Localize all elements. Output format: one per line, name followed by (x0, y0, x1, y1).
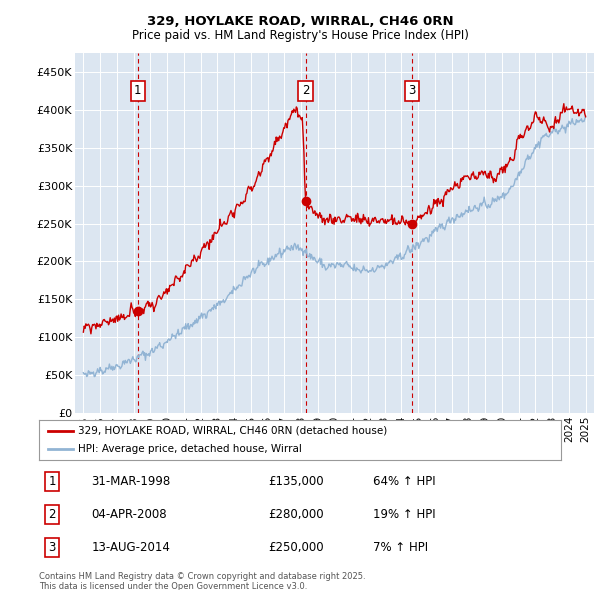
Text: 13-AUG-2014: 13-AUG-2014 (91, 541, 170, 555)
Text: 04-APR-2008: 04-APR-2008 (91, 508, 167, 522)
Text: £135,000: £135,000 (269, 475, 325, 489)
Text: 1: 1 (48, 475, 56, 489)
Text: 3: 3 (49, 541, 56, 555)
Text: This data is licensed under the Open Government Licence v3.0.: This data is licensed under the Open Gov… (39, 582, 307, 590)
Text: £280,000: £280,000 (269, 508, 325, 522)
Text: 2: 2 (48, 508, 56, 522)
Text: 3: 3 (408, 84, 416, 97)
Text: 31-MAR-1998: 31-MAR-1998 (91, 475, 170, 489)
Text: 2: 2 (302, 84, 309, 97)
Text: 19% ↑ HPI: 19% ↑ HPI (373, 508, 436, 522)
Text: £250,000: £250,000 (269, 541, 325, 555)
Text: 329, HOYLAKE ROAD, WIRRAL, CH46 0RN (detached house): 329, HOYLAKE ROAD, WIRRAL, CH46 0RN (det… (78, 426, 388, 436)
Text: Price paid vs. HM Land Registry's House Price Index (HPI): Price paid vs. HM Land Registry's House … (131, 30, 469, 42)
Text: 329, HOYLAKE ROAD, WIRRAL, CH46 0RN: 329, HOYLAKE ROAD, WIRRAL, CH46 0RN (146, 15, 454, 28)
Text: Contains HM Land Registry data © Crown copyright and database right 2025.: Contains HM Land Registry data © Crown c… (39, 572, 365, 581)
Text: 1: 1 (134, 84, 142, 97)
Text: 7% ↑ HPI: 7% ↑ HPI (373, 541, 428, 555)
Text: 64% ↑ HPI: 64% ↑ HPI (373, 475, 436, 489)
Text: HPI: Average price, detached house, Wirral: HPI: Average price, detached house, Wirr… (78, 444, 302, 454)
